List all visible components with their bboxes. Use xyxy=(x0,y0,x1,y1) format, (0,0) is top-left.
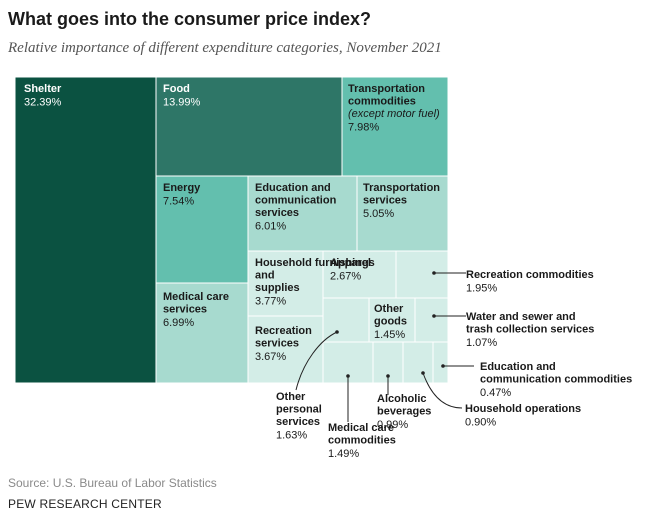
cell-label: Shelter xyxy=(24,83,62,95)
leader-line xyxy=(295,331,338,391)
callout-label: services xyxy=(276,416,320,428)
cell-value: 6.01% xyxy=(255,221,286,233)
treemap-rects xyxy=(14,76,449,384)
callout-value: 0.90% xyxy=(465,417,496,429)
callout-label: Education and xyxy=(480,361,556,373)
callout-label: Water and sewer and xyxy=(466,311,576,323)
callout-value: 1.07% xyxy=(466,337,497,349)
cell-label: services xyxy=(255,338,299,350)
treemap-cell xyxy=(322,250,397,299)
leader-dot xyxy=(386,374,390,378)
callout-label: Medical care xyxy=(328,422,394,434)
cell-label: Energy xyxy=(163,182,201,194)
cell-note: (except motor fuel) xyxy=(348,108,440,120)
callout-label: Other xyxy=(276,391,306,403)
callout-value: 1.63% xyxy=(276,430,307,442)
cell-label: and xyxy=(255,270,275,282)
chart-subtitle: Relative importance of different expendi… xyxy=(8,40,442,56)
leader-dot xyxy=(346,374,350,378)
cell-label: Medical care xyxy=(163,291,229,303)
cell-label: Household furnishings xyxy=(255,257,375,269)
treemap-cell xyxy=(322,341,374,384)
cell-label: supplies xyxy=(255,282,300,294)
cell-value: 6.99% xyxy=(163,317,194,329)
callout-value: 1.49% xyxy=(328,448,359,460)
treemap-cell xyxy=(247,250,324,317)
treemap-cell xyxy=(341,76,449,177)
leader-lines xyxy=(295,271,474,422)
treemap-labels: Shelter32.39%Food13.99%Transportationcom… xyxy=(24,83,632,460)
cell-label: commodities xyxy=(348,96,416,108)
cell-value: 13.99% xyxy=(163,97,201,109)
callout-value: 0.99% xyxy=(377,419,408,431)
treemap-cell xyxy=(14,76,157,384)
cell-label: Transportation xyxy=(348,83,425,95)
treemap-cell xyxy=(322,297,370,343)
leader-dot xyxy=(335,330,339,334)
leader-dot xyxy=(441,364,445,368)
treemap-cell xyxy=(155,175,249,284)
treemap-cell xyxy=(402,341,434,384)
cell-label: Food xyxy=(163,83,190,95)
treemap-cell xyxy=(414,297,449,343)
callout-value: 0.47% xyxy=(480,387,511,399)
callout-label: Recreation commodities xyxy=(466,269,594,281)
treemap-cell xyxy=(247,175,358,252)
cell-label: goods xyxy=(374,316,407,328)
cell-label: services xyxy=(363,195,407,207)
treemap-cell xyxy=(356,175,449,252)
cell-value: 5.05% xyxy=(363,208,394,220)
cell-value: 3.77% xyxy=(255,296,286,308)
callout-label: Alcoholic xyxy=(377,393,427,405)
cell-value: 1.45% xyxy=(374,329,405,341)
cell-value: 7.54% xyxy=(163,196,194,208)
cell-label: Apparel xyxy=(330,257,371,269)
organization-credit: PEW RESEARCH CENTER xyxy=(8,497,162,511)
cell-label: communication xyxy=(255,195,337,207)
leader-dot xyxy=(432,314,436,318)
treemap-cell xyxy=(155,282,249,384)
treemap-cell xyxy=(395,250,449,299)
cell-value: 7.98% xyxy=(348,122,379,134)
cell-value: 3.67% xyxy=(255,351,286,363)
cell-label: services xyxy=(163,304,207,316)
callout-value: 1.95% xyxy=(466,283,497,295)
treemap-cell xyxy=(247,315,324,384)
leader-dot xyxy=(432,271,436,275)
cell-value: 32.39% xyxy=(24,97,62,109)
treemap-cell xyxy=(155,76,343,177)
callout-label: trash collection services xyxy=(466,324,594,336)
callout-label: communication commodities xyxy=(480,374,632,386)
chart-title: What goes into the consumer price index? xyxy=(8,9,372,29)
source-note: Source: U.S. Bureau of Labor Statistics xyxy=(8,476,217,490)
treemap-cell xyxy=(372,341,404,384)
cell-label: Transportation xyxy=(363,182,440,194)
cell-label: services xyxy=(255,207,299,219)
callout-label: Household operations xyxy=(465,403,581,415)
callout-label: personal xyxy=(276,404,322,416)
leader-line xyxy=(422,372,463,409)
callout-label: commodities xyxy=(328,435,396,447)
treemap-cell xyxy=(368,297,416,343)
callout-label: beverages xyxy=(377,406,431,418)
treemap-cell xyxy=(432,341,449,384)
cell-label: Education and xyxy=(255,182,331,194)
cell-value: 2.67% xyxy=(330,271,361,283)
cell-label: Recreation xyxy=(255,325,312,337)
cell-label: Other xyxy=(374,303,404,315)
leader-dot xyxy=(421,371,425,375)
